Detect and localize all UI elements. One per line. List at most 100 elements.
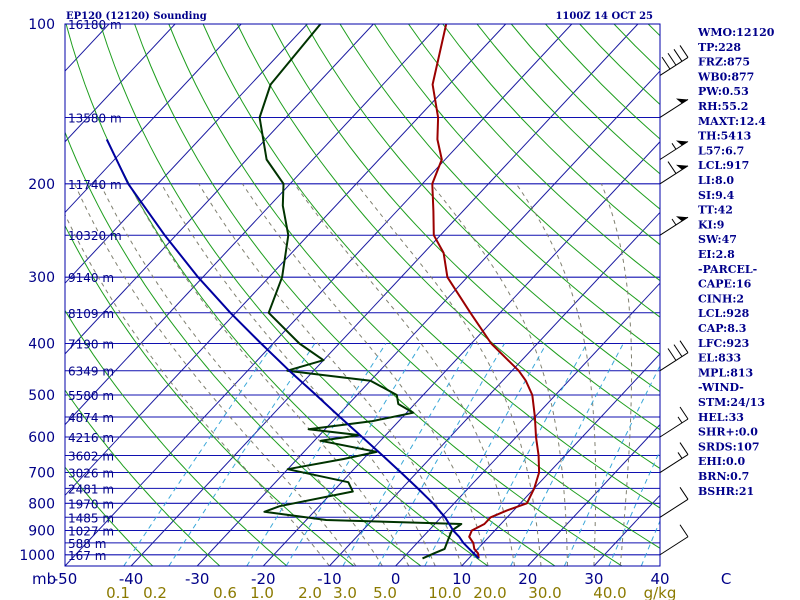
- mixing-ratio-tick-label: 3.0: [333, 584, 357, 600]
- index-value: CINH:2: [698, 292, 744, 305]
- wind-barb: [659, 340, 689, 372]
- height-label: 10320 m: [68, 229, 122, 243]
- mixing-ratio-axis: 0.1 0.2 0.6 1.0 2.0 3.0 5.0 10.0 20.0 30.0 40.0 g/k…: [106, 584, 676, 600]
- mixing-ratio-line: [123, 343, 275, 566]
- temperature-tick-label: 10: [452, 570, 471, 588]
- height-label: 6349 m: [68, 365, 114, 379]
- temperature-tick-label: C: [721, 570, 731, 588]
- wind-barb-feather: [679, 45, 689, 58]
- isotherm-line: [65, 24, 440, 426]
- wind-barb-half-feather: [671, 143, 677, 150]
- index-value: RH:55.2: [698, 100, 748, 113]
- height-label: 3602 m: [68, 450, 114, 464]
- wind-barb: [659, 45, 689, 76]
- isotherm-line: [130, 24, 639, 566]
- dry-adiabat-line: [65, 389, 221, 566]
- pressure-tick-label: 200: [28, 177, 55, 193]
- height-label: 5580 m: [68, 389, 114, 403]
- wind-barb-staff: [659, 418, 689, 438]
- wind-barb-half-feather: [677, 416, 683, 424]
- height-label: 9140 m: [68, 271, 114, 285]
- moist-adiabat-line: [241, 183, 489, 566]
- mixing-ratio-line: [608, 449, 660, 566]
- index-value: MPL:813: [698, 366, 753, 379]
- wind-barb-flag: [676, 216, 688, 222]
- wind-barb-half-feather: [677, 452, 683, 459]
- wind-barb: [659, 406, 689, 438]
- height-label: 167 m: [68, 549, 106, 563]
- pressure-tick-label: 400: [28, 337, 55, 353]
- dry-adiabat-line: [271, 24, 660, 431]
- index-value: TT:42: [698, 204, 733, 217]
- dry-adiabat-line: [373, 24, 660, 318]
- temperature-axis: -50 -40 -30 -20 -10 0 10 20 30 40 C: [53, 570, 732, 588]
- plot-frame: [64, 23, 661, 567]
- wind-barb-feather: [679, 442, 689, 455]
- wind-barb: [659, 487, 689, 518]
- index-value: -WIND-: [698, 381, 744, 394]
- index-value: CAP:8.3: [698, 322, 746, 335]
- dry-adiabat-line: [65, 309, 288, 566]
- dry-adiabat-line: [408, 24, 660, 282]
- pressure-tick-label: 900: [28, 524, 55, 540]
- moist-adiabat-line: [99, 183, 383, 566]
- mixing-ratio-tick-label: 0.1: [106, 584, 130, 600]
- height-labels: 16180 m 13580 m 11740 m 10320 m 9140 m 8109 m…: [68, 18, 122, 563]
- index-value: STM:24/13: [698, 396, 765, 409]
- wind-barb-flag: [676, 164, 688, 170]
- index-value: LFC:923: [698, 337, 749, 350]
- index-value: MAXT:12.4: [698, 115, 766, 128]
- index-value: CAPE:16: [698, 278, 752, 291]
- moist-adiabat-line: [160, 183, 436, 566]
- index-value: WB0:877: [697, 70, 754, 83]
- pressure-tick-label: 500: [28, 388, 55, 404]
- index-value: LCL:917: [698, 159, 749, 172]
- temperature-tick-label: 40: [650, 570, 669, 588]
- pressure-tick-label: 600: [28, 430, 55, 446]
- wind-barb: [659, 524, 689, 556]
- index-value: TH:5413: [698, 130, 751, 143]
- height-label: 3026 m: [68, 467, 114, 481]
- temperature-tick-label: 0: [391, 570, 401, 588]
- index-value: KI:9: [698, 218, 724, 231]
- wind-barb-feather: [673, 344, 683, 357]
- dry-adiabat-line: [442, 24, 660, 246]
- wind-barb: [659, 98, 689, 118]
- wind-barb-staff: [659, 454, 689, 473]
- wind-barb-staff: [659, 57, 689, 76]
- pressure-tick-label: 700: [28, 466, 55, 482]
- wind-barb: [659, 216, 689, 236]
- temperature-tick-label: -30: [185, 570, 210, 588]
- wind-barbs: [659, 45, 689, 556]
- wind-barb-feather: [679, 487, 689, 500]
- dry-adiabat-line: [339, 24, 660, 355]
- index-value: EHI:0.0: [698, 455, 745, 468]
- temperature-tick-label: -40: [119, 570, 144, 588]
- index-value: SRDS:107: [698, 440, 760, 453]
- mixing-ratio-tick-label: 30.0: [528, 584, 561, 600]
- pressure-tick-label: 800: [28, 496, 55, 512]
- moist-adiabat-line: [430, 183, 568, 566]
- wind-barb-staff: [659, 536, 689, 556]
- mixing-ratio-line: [469, 343, 588, 566]
- height-label: 588 m: [68, 537, 106, 551]
- moist-adiabat-line: [356, 183, 542, 566]
- height-label: 4216 m: [68, 431, 114, 445]
- temperature-tick-label: 30: [584, 570, 603, 588]
- mixing-ratio-tick-label: 0.2: [143, 584, 167, 600]
- wind-barb: [659, 140, 689, 160]
- isotherm-line: [461, 353, 660, 566]
- temperature-tick-label: -50: [53, 570, 78, 588]
- index-value: BSHR:21: [698, 485, 754, 498]
- wind-barb-feather: [679, 406, 689, 420]
- height-label: 2481 m: [68, 482, 114, 496]
- isotherm-line: [65, 24, 242, 214]
- height-label: 11740 m: [68, 178, 122, 192]
- index-value: EL:833: [698, 352, 741, 365]
- wind-barb-feather: [679, 524, 689, 538]
- profile-curves: [105, 24, 541, 560]
- index-value: L57:6.7: [698, 144, 744, 157]
- isotherm-line: [65, 24, 374, 355]
- height-label: 1970 m: [68, 497, 114, 511]
